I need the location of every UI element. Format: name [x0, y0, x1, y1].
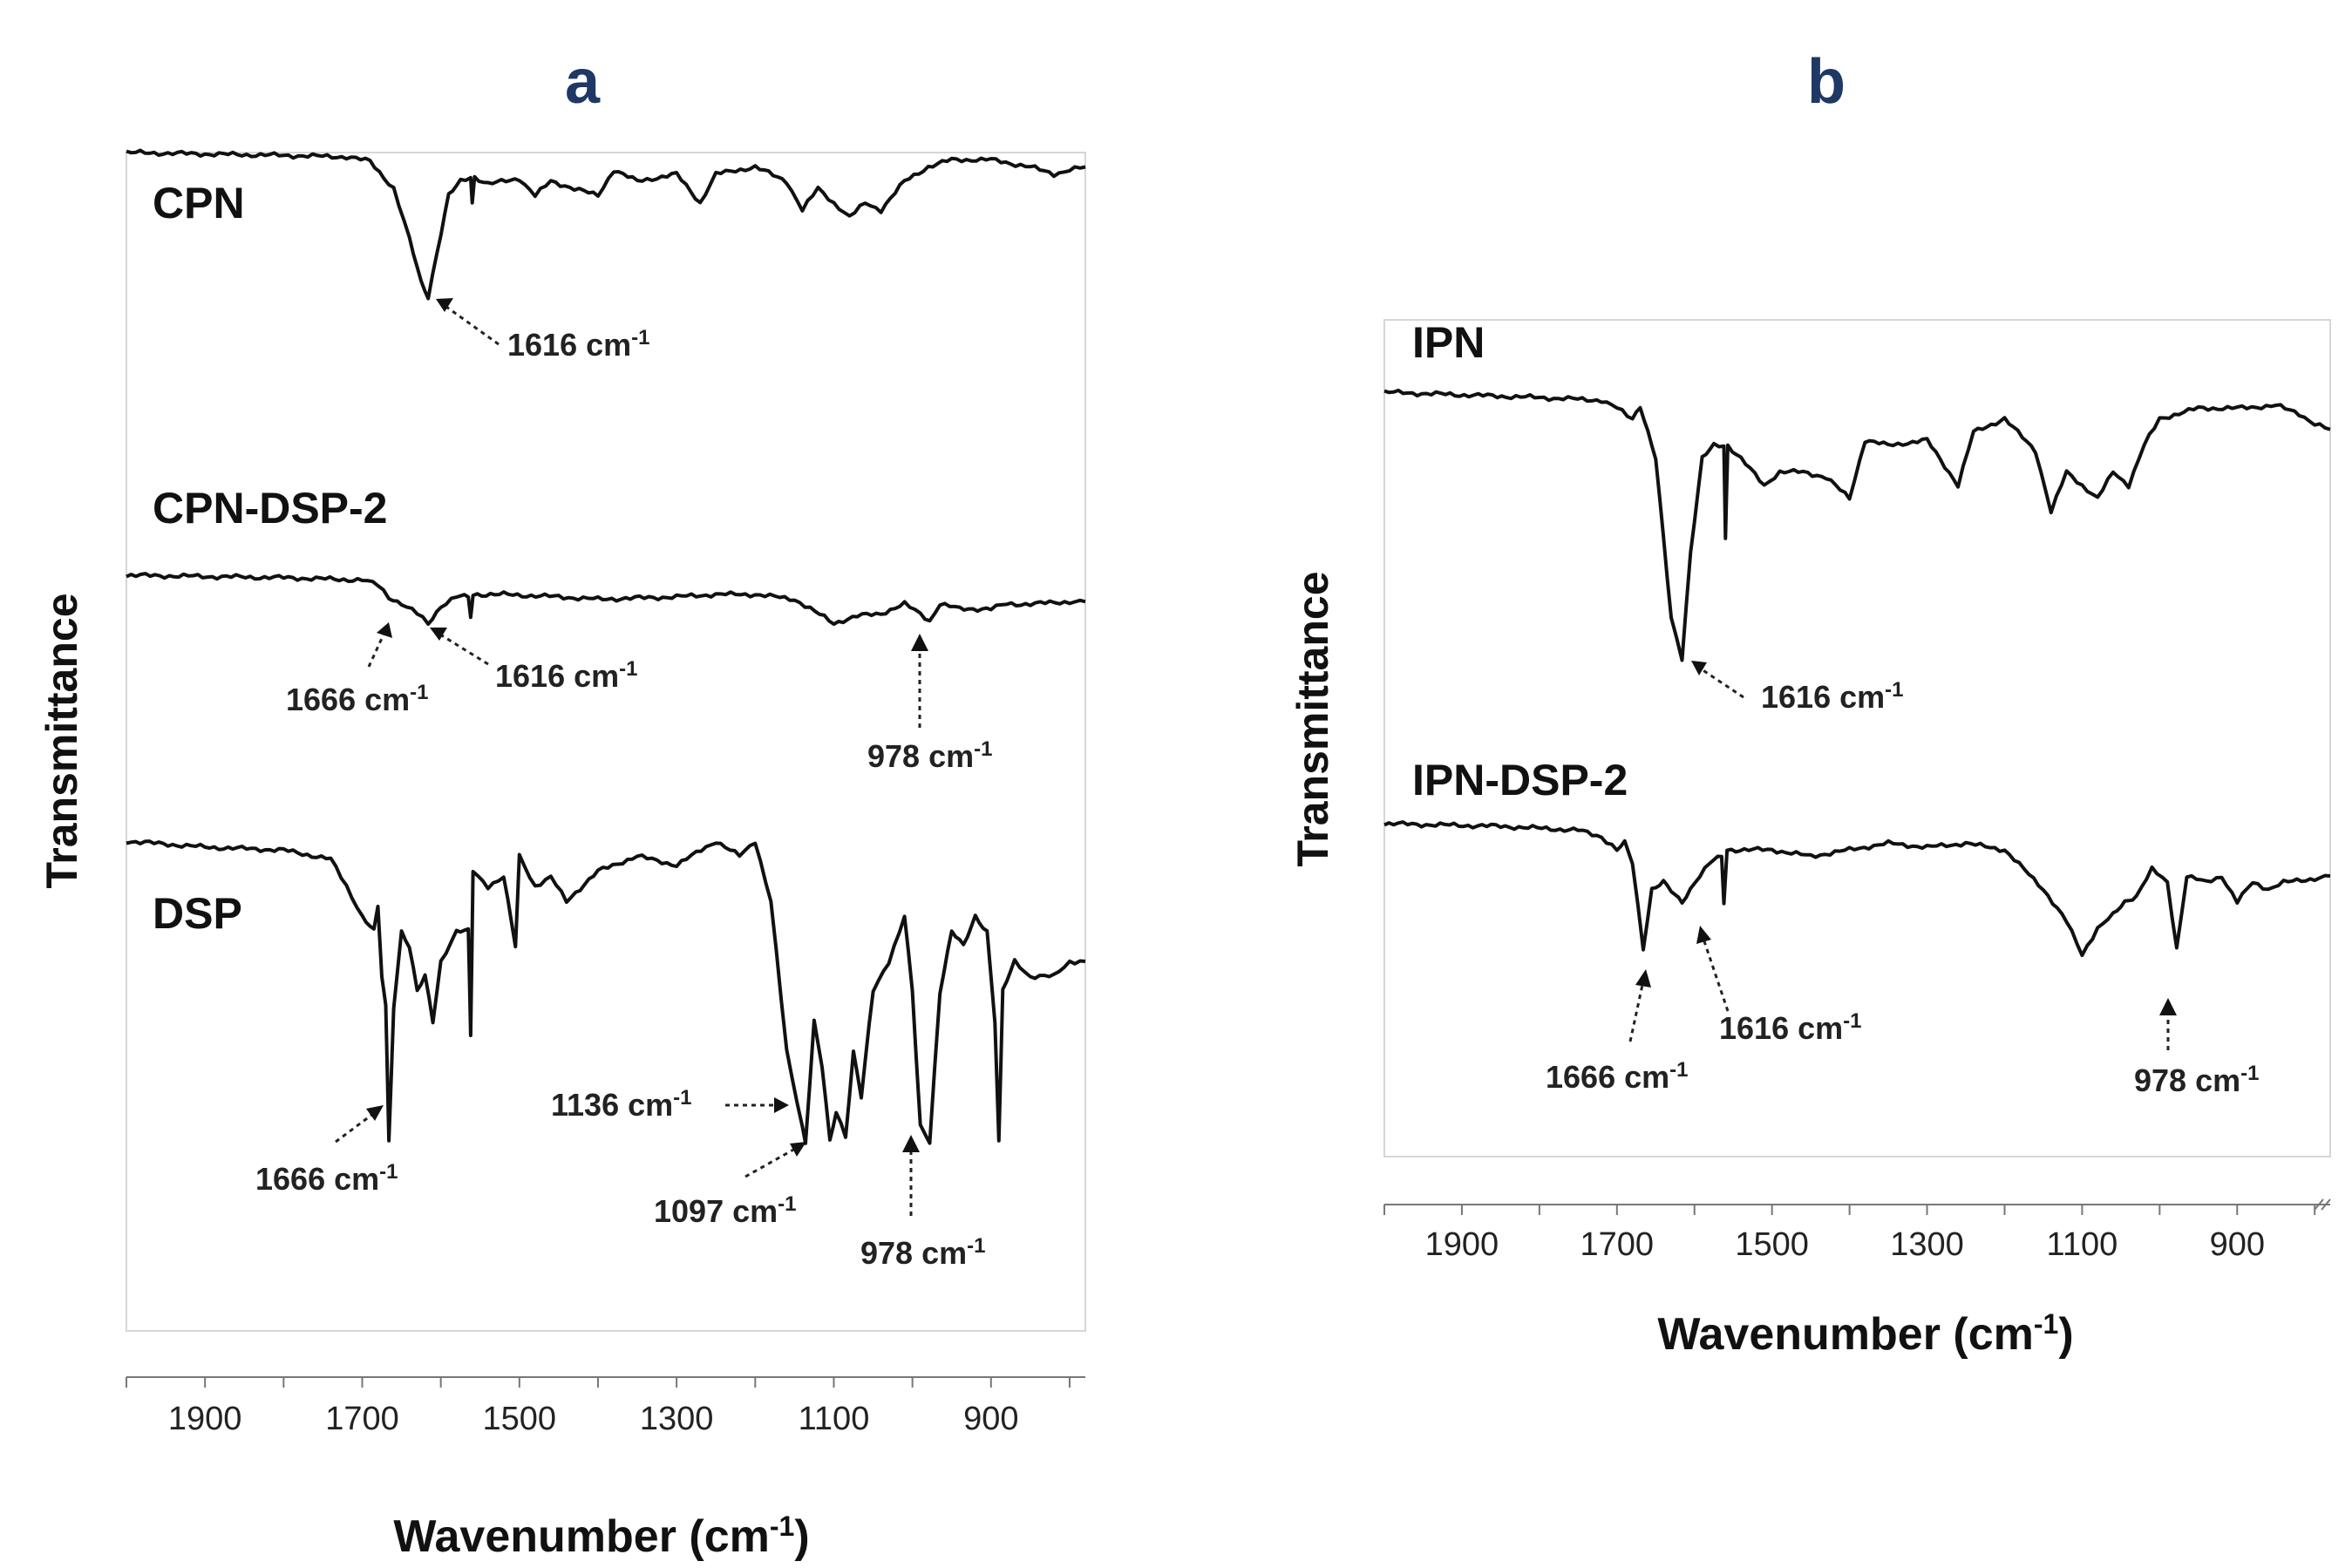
panel-a-y-axis-label: Transmittance	[37, 593, 86, 888]
annotation-cpn-dsp-2-1616: 1616 cm-1	[430, 628, 637, 694]
spectrum-cpn-dsp-2	[126, 572, 1086, 627]
tick-label-900: 900	[963, 1401, 1018, 1437]
panel-a-tick-labels: 1900 1700 1500 1300 1100 900	[168, 1401, 1019, 1437]
annotation-cpn-1616: 1616 cm-1	[436, 298, 649, 363]
annotation-cpn-dsp-2-978: 978 cm-1	[867, 634, 992, 774]
tick-label-1500: 1500	[483, 1401, 557, 1437]
panel-b-letter: b	[1807, 47, 1846, 117]
annotation-ipn-dsp-2-1666: 1666 cm-1	[1546, 969, 1688, 1095]
svg-text:1666 cm-1: 1666 cm-1	[255, 1160, 398, 1198]
svg-text:978 cm-1: 978 cm-1	[860, 1234, 985, 1272]
svg-text:1136 cm-1: 1136 cm-1	[551, 1086, 691, 1123]
spectrum-ipn	[1383, 388, 2331, 662]
tick-label-1700: 1700	[325, 1401, 399, 1437]
tick-label-1300: 1300	[640, 1401, 714, 1437]
annotation-ipn-dsp-2-1616: 1616 cm-1	[1696, 926, 1861, 1046]
svg-text:1616 cm-1: 1616 cm-1	[507, 326, 649, 363]
panel-b: b 1900 1700 1500 1300 1100 900 Wavenumbe…	[1288, 47, 2331, 1360]
panel-a-ticks	[126, 1377, 1071, 1388]
axis-break-mark	[2314, 1198, 2331, 1211]
annotation-ipn-dsp-2-978: 978 cm-1	[2134, 998, 2259, 1098]
tick-label-1500: 1500	[1735, 1226, 1809, 1263]
svg-text:1616 cm-1: 1616 cm-1	[1761, 678, 1903, 716]
svg-text:978 cm-1: 978 cm-1	[867, 737, 992, 775]
panel-b-tick-labels: 1900 1700 1500 1300 1100 900	[1425, 1226, 2265, 1263]
spectrum-ipn-dsp-2	[1383, 820, 2331, 958]
svg-text:1097 cm-1: 1097 cm-1	[654, 1192, 796, 1230]
annotation-dsp-978: 978 cm-1	[860, 1135, 985, 1271]
spectrum-cpn	[126, 148, 1086, 301]
panel-a-x-axis-label: Wavenumber (cm-1)	[393, 1510, 809, 1562]
tick-label-1300: 1300	[1890, 1226, 1964, 1263]
svg-text:1616 cm-1: 1616 cm-1	[1719, 1009, 1861, 1047]
annotation-cpn-dsp-2-1666: 1666 cm-1	[286, 622, 428, 717]
annotation-ipn-1616: 1616 cm-1	[1691, 661, 1903, 715]
svg-text:1666 cm-1: 1666 cm-1	[286, 681, 428, 718]
panel-b-frame	[1383, 319, 2331, 1157]
annotation-dsp-1136: 1136 cm-1	[551, 1086, 789, 1123]
annotation-dsp-1097: 1097 cm-1	[654, 1142, 806, 1229]
panel-b-y-axis-label: Transmittance	[1288, 571, 1337, 866]
series-label-ipn: IPN	[1412, 318, 1485, 367]
series-label-dsp: DSP	[153, 889, 242, 938]
tick-label-1900: 1900	[1425, 1226, 1499, 1263]
annotation-dsp-1666: 1666 cm-1	[255, 1105, 398, 1197]
svg-text:1666 cm-1: 1666 cm-1	[1546, 1058, 1688, 1096]
tick-label-1100: 1100	[2047, 1226, 2118, 1263]
series-label-ipn-dsp-2: IPN-DSP-2	[1412, 756, 1628, 804]
svg-text:1616 cm-1: 1616 cm-1	[495, 657, 637, 695]
tick-label-900: 900	[2210, 1226, 2265, 1263]
panel-b-x-axis-label: Wavenumber (cm-1)	[1657, 1308, 2073, 1360]
panel-a-letter: a	[565, 47, 601, 117]
tick-label-1100: 1100	[799, 1401, 870, 1437]
series-label-cpn-dsp-2: CPN-DSP-2	[153, 484, 387, 533]
panel-b-ticks	[1383, 1205, 2316, 1215]
spectrum-dsp	[126, 839, 1086, 1145]
panel-a-frame	[126, 152, 1086, 1332]
series-label-cpn: CPN	[153, 179, 245, 227]
tick-label-1700: 1700	[1580, 1226, 1655, 1263]
tick-label-1900: 1900	[168, 1401, 242, 1437]
panel-a: a 1900 1700 1500 1300 1100 900 Wavenumbe…	[37, 47, 1086, 1562]
svg-text:978 cm-1: 978 cm-1	[2134, 1062, 2259, 1099]
